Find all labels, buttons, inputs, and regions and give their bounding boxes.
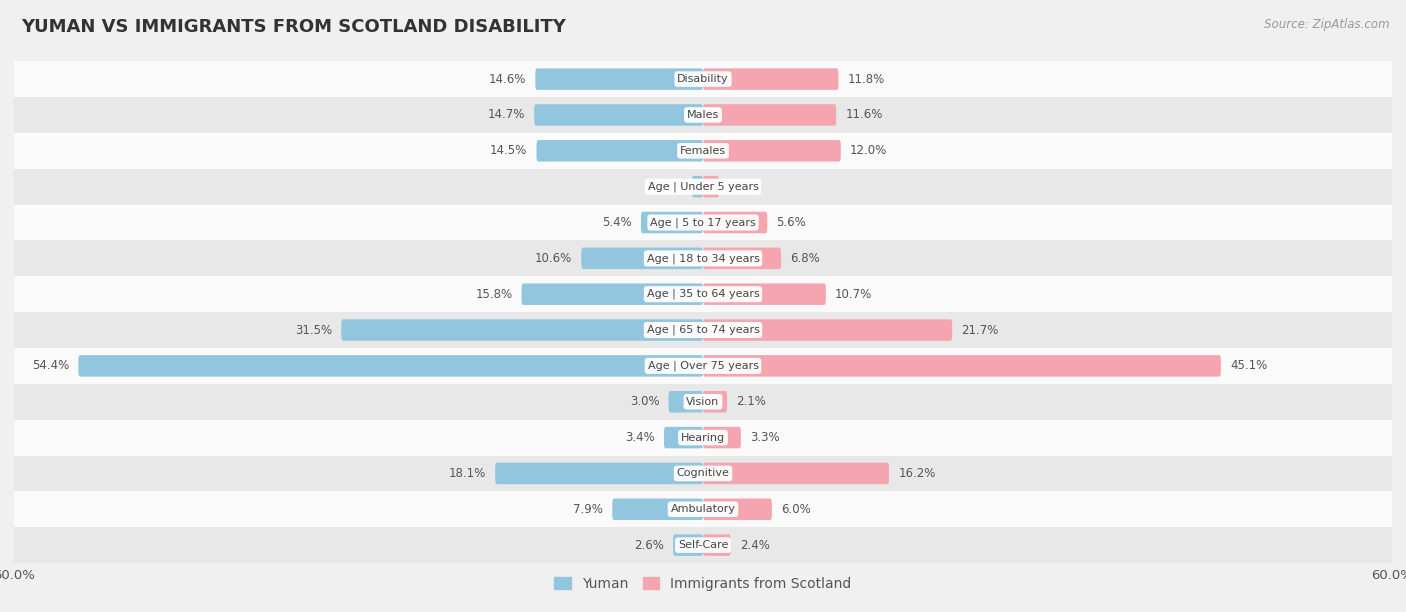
Text: 14.7%: 14.7% (488, 108, 524, 121)
Text: Hearing: Hearing (681, 433, 725, 442)
Text: 15.8%: 15.8% (475, 288, 512, 300)
Text: 7.9%: 7.9% (574, 503, 603, 516)
Text: 18.1%: 18.1% (449, 467, 486, 480)
Bar (14, 204, 1392, 241)
Text: 14.5%: 14.5% (491, 144, 527, 157)
Text: 3.0%: 3.0% (630, 395, 659, 408)
Bar (14, 133, 1392, 169)
FancyBboxPatch shape (703, 355, 1220, 376)
Text: 10.6%: 10.6% (534, 252, 572, 265)
Text: Age | Over 75 years: Age | Over 75 years (648, 360, 758, 371)
Bar (14, 276, 1392, 312)
Text: Source: ZipAtlas.com: Source: ZipAtlas.com (1264, 18, 1389, 31)
Text: 11.6%: 11.6% (845, 108, 883, 121)
Text: Cognitive: Cognitive (676, 468, 730, 479)
Text: Females: Females (681, 146, 725, 156)
Bar (14, 491, 1392, 527)
Text: Males: Males (688, 110, 718, 120)
FancyBboxPatch shape (703, 248, 782, 269)
Text: 2.4%: 2.4% (740, 539, 769, 551)
Text: 14.6%: 14.6% (489, 73, 526, 86)
FancyBboxPatch shape (703, 463, 889, 484)
Text: 6.8%: 6.8% (790, 252, 820, 265)
Text: 54.4%: 54.4% (32, 359, 69, 372)
Bar (14, 420, 1392, 455)
FancyBboxPatch shape (673, 534, 703, 556)
FancyBboxPatch shape (537, 140, 703, 162)
Text: 3.4%: 3.4% (626, 431, 655, 444)
FancyBboxPatch shape (581, 248, 703, 269)
Text: 2.1%: 2.1% (737, 395, 766, 408)
FancyBboxPatch shape (703, 534, 731, 556)
Text: 5.4%: 5.4% (602, 216, 631, 229)
Bar (14, 241, 1392, 276)
Text: 0.95%: 0.95% (645, 180, 683, 193)
Text: 11.8%: 11.8% (848, 73, 884, 86)
Text: YUMAN VS IMMIGRANTS FROM SCOTLAND DISABILITY: YUMAN VS IMMIGRANTS FROM SCOTLAND DISABI… (21, 18, 567, 36)
FancyBboxPatch shape (703, 140, 841, 162)
Bar (14, 61, 1392, 97)
Text: 45.1%: 45.1% (1230, 359, 1267, 372)
FancyBboxPatch shape (536, 69, 703, 90)
Bar (14, 312, 1392, 348)
FancyBboxPatch shape (703, 391, 727, 412)
FancyBboxPatch shape (703, 104, 837, 125)
Bar (14, 455, 1392, 491)
Text: Age | Under 5 years: Age | Under 5 years (648, 181, 758, 192)
FancyBboxPatch shape (495, 463, 703, 484)
FancyBboxPatch shape (342, 319, 703, 341)
Bar (14, 384, 1392, 420)
FancyBboxPatch shape (79, 355, 703, 376)
Text: 6.0%: 6.0% (782, 503, 811, 516)
FancyBboxPatch shape (534, 104, 703, 125)
Text: Age | 5 to 17 years: Age | 5 to 17 years (650, 217, 756, 228)
Text: 21.7%: 21.7% (962, 324, 998, 337)
FancyBboxPatch shape (669, 391, 703, 412)
FancyBboxPatch shape (703, 499, 772, 520)
Text: Disability: Disability (678, 74, 728, 84)
Text: Age | 18 to 34 years: Age | 18 to 34 years (647, 253, 759, 264)
Text: Ambulatory: Ambulatory (671, 504, 735, 514)
FancyBboxPatch shape (522, 283, 703, 305)
Text: 1.4%: 1.4% (728, 180, 758, 193)
Text: Age | 65 to 74 years: Age | 65 to 74 years (647, 325, 759, 335)
Text: Age | 35 to 64 years: Age | 35 to 64 years (647, 289, 759, 299)
FancyBboxPatch shape (703, 283, 825, 305)
Text: 16.2%: 16.2% (898, 467, 935, 480)
Text: 5.6%: 5.6% (776, 216, 806, 229)
FancyBboxPatch shape (703, 212, 768, 233)
FancyBboxPatch shape (703, 176, 718, 198)
Text: 10.7%: 10.7% (835, 288, 872, 300)
Text: Self-Care: Self-Care (678, 540, 728, 550)
Text: 3.3%: 3.3% (749, 431, 780, 444)
Legend: Yuman, Immigrants from Scotland: Yuman, Immigrants from Scotland (548, 571, 858, 596)
Text: 31.5%: 31.5% (295, 324, 332, 337)
FancyBboxPatch shape (612, 499, 703, 520)
FancyBboxPatch shape (703, 427, 741, 449)
Bar (14, 527, 1392, 563)
Text: 2.6%: 2.6% (634, 539, 664, 551)
Text: 12.0%: 12.0% (851, 144, 887, 157)
Text: Vision: Vision (686, 397, 720, 407)
FancyBboxPatch shape (664, 427, 703, 449)
Bar (14, 97, 1392, 133)
FancyBboxPatch shape (703, 69, 838, 90)
FancyBboxPatch shape (692, 176, 703, 198)
FancyBboxPatch shape (641, 212, 703, 233)
FancyBboxPatch shape (703, 319, 952, 341)
Bar (14, 348, 1392, 384)
Bar (14, 169, 1392, 204)
